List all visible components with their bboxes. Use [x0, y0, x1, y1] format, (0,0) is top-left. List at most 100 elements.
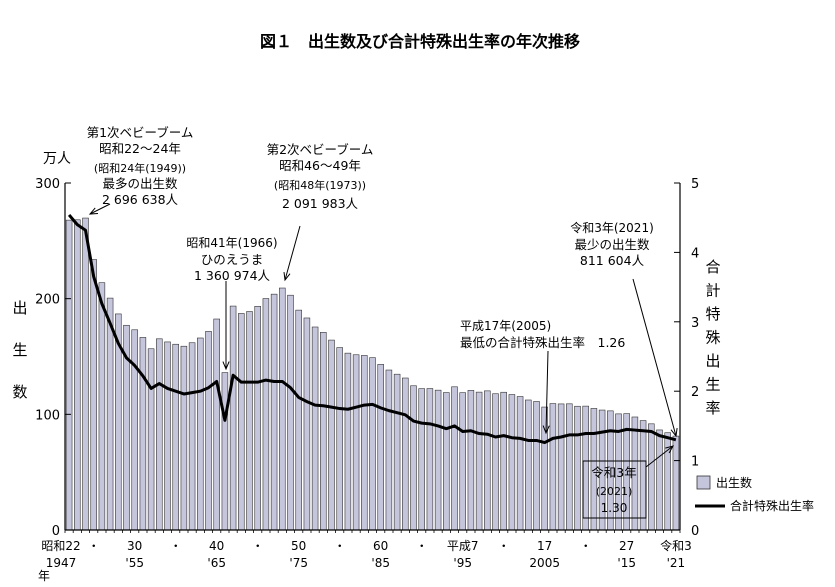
left-unit-label: 万人 — [43, 151, 71, 167]
arrow-rate-2021 — [645, 445, 674, 468]
bar-1982 — [352, 354, 360, 531]
x-tick-label: ・ — [416, 539, 428, 553]
annotation-hinoe-line: ひのえうま — [201, 252, 264, 267]
annotation-min-rate-line: 平成17年(2005) — [460, 319, 551, 333]
annotation-boom2-line: 第2次ベビーブーム — [267, 142, 374, 157]
bar-1997 — [475, 391, 483, 531]
bar-1964 — [205, 331, 212, 531]
bar-1950 — [90, 259, 97, 531]
legend-line-label: 合計特殊出生率 — [730, 498, 814, 513]
bar-2000 — [500, 391, 507, 531]
left-tick-label: 100 — [35, 408, 60, 423]
chart-title: 図１ 出生数及び合計特殊出生率の年次推移 — [260, 32, 580, 51]
x-tick-label: 令和3 — [660, 538, 692, 553]
bar-1970 — [254, 305, 261, 531]
arrow-boom2 — [284, 225, 301, 281]
bar-1989 — [410, 385, 417, 531]
arrow-rate-2021-head — [665, 445, 675, 454]
annotation-boom1-line: (昭和24年(1949)) — [94, 161, 186, 175]
left-axis-label-char: 出 — [12, 299, 27, 317]
fertility-rate-line — [67, 213, 677, 445]
bar-1986 — [385, 369, 393, 531]
annotation-boom1-line: 昭和22～24年 — [99, 141, 181, 156]
bar-1962 — [188, 342, 196, 531]
annotation-box-rate-2021 — [582, 460, 647, 519]
annotation-boom2-line: 昭和46～49年 — [279, 158, 361, 173]
left-tick-label: 300 — [35, 177, 60, 192]
left-tick-label: 0 — [52, 524, 60, 539]
right-axis-label-char: 率 — [705, 399, 720, 417]
bar-1995 — [459, 392, 466, 531]
bar-1979 — [328, 339, 335, 531]
rate-series-line — [67, 213, 677, 445]
right-tick-label: 2 — [691, 385, 699, 400]
arrow-min-rate-head — [542, 425, 550, 435]
bar-1977 — [311, 326, 319, 531]
x-tick-label: ・ — [580, 539, 592, 553]
annotation-hinoe-line: 昭和41年(1966) — [186, 236, 277, 250]
bar-1976 — [303, 317, 311, 531]
bar-1949 — [82, 217, 89, 531]
bar-1992 — [434, 389, 442, 531]
x-tick-sublabel: '85 — [371, 556, 390, 570]
bar-1975 — [295, 309, 302, 531]
arrow-boom1 — [89, 203, 111, 215]
x-tick-sublabel: '15 — [617, 556, 636, 570]
bar-1984 — [369, 357, 376, 531]
annotation-min-rate-line: 最低の合計特殊出生率 1.26 — [460, 335, 625, 350]
annotation-min-births-line: 令和3年(2021) — [570, 220, 654, 235]
left-axis-label-char: 生 — [12, 341, 27, 359]
right-tick-label: 0 — [691, 524, 699, 539]
bar-1978 — [320, 332, 327, 531]
annotation-min-births-line: 最少の出生数 — [574, 237, 650, 252]
x-tick-sublabel: 1947 — [46, 556, 77, 570]
x-tick-label: 40 — [209, 539, 224, 553]
bar-2009 — [574, 405, 581, 531]
right-axis-label-char: 計 — [705, 282, 720, 300]
arrow-min-births-head — [670, 428, 678, 438]
x-tick-label: 30 — [127, 539, 142, 553]
bar-2006 — [549, 403, 557, 531]
annotation-boom1-line: 2 696 638人 — [102, 192, 179, 207]
x-tick-sublabel: '75 — [289, 556, 308, 570]
annotation-rate-2021-line: 令和3年 — [591, 465, 636, 480]
bar-1968 — [238, 313, 245, 531]
bar-1955 — [131, 329, 138, 531]
bar-1972 — [270, 293, 278, 531]
arrow-hinoe-head — [222, 361, 230, 371]
right-tick-label: 4 — [691, 246, 699, 261]
annotation-boom2-line: 2 091 983人 — [282, 196, 359, 211]
bar-2001 — [508, 394, 516, 531]
annotation-min-births-line: 811 604人 — [580, 253, 645, 268]
bar-2017 — [639, 420, 647, 531]
bar-1961 — [180, 345, 188, 531]
right-axis-label-char: 特 — [705, 305, 720, 323]
bar-1957 — [147, 348, 155, 531]
bar-1951 — [98, 282, 106, 531]
bar-1952 — [106, 297, 114, 531]
annotation-hinoe-line: 1 360 974人 — [194, 268, 271, 283]
x-tick-label: ・ — [170, 539, 182, 553]
x-tick-sublabel: '95 — [453, 556, 472, 570]
arrow-boom2-head — [283, 272, 291, 282]
x-unit-label: 年 — [38, 569, 50, 583]
bar-2002 — [516, 396, 524, 531]
x-tick-label: 17 — [537, 539, 552, 553]
bar-1988 — [402, 377, 409, 531]
bar-1967 — [229, 305, 237, 531]
annotation-boom1-line: 第1次ベビーブーム — [87, 125, 194, 140]
bar-1987 — [393, 373, 401, 531]
legend-bar-label: 出生数 — [716, 475, 752, 490]
bar-1981 — [344, 352, 352, 531]
x-tick-label: 27 — [619, 539, 634, 553]
bar-1958 — [156, 338, 163, 531]
bar-2003 — [525, 399, 532, 531]
annotation-rate-2021-line: 1.30 — [601, 501, 628, 515]
bar-1963 — [197, 337, 204, 531]
bar-1947 — [65, 219, 73, 531]
x-tick-label: ・ — [252, 539, 264, 553]
bar-2018 — [648, 423, 655, 531]
x-tick-label: 60 — [373, 539, 388, 553]
bar-1998 — [484, 390, 491, 531]
